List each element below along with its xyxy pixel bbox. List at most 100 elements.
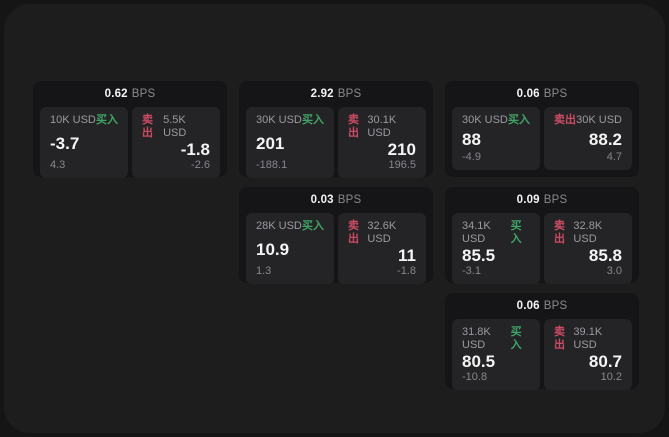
spread-value: 0.03: [310, 194, 334, 206]
sell-tile[interactable]: 卖出 39.1K USD 80.7 10.2: [544, 319, 632, 390]
spread-value: 0.06: [516, 300, 540, 312]
buy-label: 买入: [302, 114, 324, 126]
sell-amount: 5.5K USD: [163, 114, 187, 139]
quote-card-body: 10K USD 买入 -3.7 4.3 卖出 5.5K USD -1.8 -2.…: [33, 107, 227, 185]
spread-value: 0.06: [516, 88, 540, 100]
buy-tile[interactable]: 30K USD 买入 201 -188.1: [246, 107, 334, 178]
buy-tile-top: 31.8K USD 买入: [462, 326, 530, 352]
sell-amount: 30.1K USD: [367, 114, 397, 139]
quote-card-grid: 0.62 BPS 10K USD 买入 -3.7 4.3 卖出 5.5K USD: [33, 81, 639, 390]
spread-header: 2.92 BPS: [239, 81, 433, 107]
spread-unit: BPS: [337, 194, 362, 206]
spread-header: 0.62 BPS: [33, 81, 227, 107]
buy-sub-value: -188.1: [256, 159, 288, 171]
sell-tile[interactable]: 卖出 30K USD 88.2 4.7: [544, 107, 632, 170]
buy-sub-value: -10.8: [462, 371, 488, 383]
buy-tile-top: 10K USD 买入: [50, 114, 118, 127]
buy-tile[interactable]: 34.1K USD 买入 85.5 -3.1: [452, 213, 540, 284]
sell-price: 85.8: [588, 246, 622, 265]
quote-card: 0.09 BPS 34.1K USD 买入 85.5 -3.1 卖出 32.8K…: [445, 187, 639, 284]
buy-label: 买入: [302, 220, 324, 232]
sell-tile-top: 卖出 30.1K USD: [348, 114, 416, 140]
buy-sub-value: 1.3: [256, 265, 272, 277]
buy-price: 201: [256, 133, 285, 153]
spread-unit: BPS: [543, 300, 568, 312]
spread-unit: BPS: [543, 194, 568, 206]
buy-price: 88: [462, 129, 481, 149]
buy-price: 80.5: [462, 352, 496, 371]
buy-sub-value: -3.1: [462, 265, 481, 277]
sell-sub-value: 196.5: [388, 159, 416, 171]
sell-price: 210: [387, 140, 416, 159]
sell-label: 卖出: [554, 220, 565, 245]
sell-sub-value: -2.6: [191, 159, 210, 171]
spread-value: 0.62: [104, 88, 128, 100]
sell-price: 88.2: [588, 129, 622, 149]
buy-sub-value: -4.9: [462, 151, 481, 163]
quote-card-body: 28K USD 买入 10.9 1.3 卖出 32.6K USD 11 -1.8: [239, 213, 433, 291]
sell-tile-top: 卖出 32.6K USD: [348, 220, 416, 246]
sell-sub-value: 4.7: [606, 151, 622, 163]
spread-header: 0.06 BPS: [445, 293, 639, 319]
sell-price: 80.7: [588, 352, 622, 371]
buy-tile-top: 30K USD 买入: [256, 114, 324, 127]
sell-tile-top: 卖出 30K USD: [554, 114, 622, 127]
spread-header: 0.09 BPS: [445, 187, 639, 213]
quote-card: 0.62 BPS 10K USD 买入 -3.7 4.3 卖出 5.5K USD: [33, 81, 227, 178]
sell-label: 卖出: [554, 326, 565, 351]
sell-tile-top: 卖出 39.1K USD: [554, 326, 622, 352]
buy-label: 买入: [510, 326, 522, 351]
buy-tile[interactable]: 10K USD 买入 -3.7 4.3: [40, 107, 128, 178]
sell-amount: 39.1K USD: [573, 326, 603, 351]
sell-price: 11: [398, 246, 416, 265]
buy-tile-top: 30K USD 买入: [462, 114, 530, 127]
buy-price: -3.7: [50, 133, 80, 153]
spread-value: 0.09: [516, 194, 540, 206]
spread-unit: BPS: [131, 88, 156, 100]
quote-card: 0.06 BPS 31.8K USD 买入 80.5 -10.8 卖出 39.1…: [445, 293, 639, 390]
buy-price: 85.5: [462, 246, 496, 265]
buy-amount: 10K USD: [50, 114, 96, 126]
buy-tile-top: 34.1K USD 买入: [462, 220, 530, 246]
buy-tile[interactable]: 31.8K USD 买入 80.5 -10.8: [452, 319, 540, 390]
sell-sub-value: 10.2: [600, 371, 622, 383]
buy-label: 买入: [510, 220, 522, 245]
buy-amount: 34.1K USD: [462, 220, 491, 245]
sell-tile[interactable]: 卖出 30.1K USD 210 196.5: [338, 107, 426, 178]
quote-card-body: 31.8K USD 买入 80.5 -10.8 卖出 39.1K USD 80.…: [445, 319, 639, 397]
sell-tile-top: 卖出 5.5K USD: [142, 114, 210, 140]
sell-price: -1.8: [180, 140, 210, 159]
quote-card: 2.92 BPS 30K USD 买入 201 -188.1 卖出 30.1K …: [239, 81, 433, 178]
buy-price: 10.9: [256, 239, 290, 259]
buy-label: 买入: [508, 114, 530, 126]
spread-header: 0.06 BPS: [445, 81, 639, 107]
sell-label: 卖出: [348, 114, 359, 139]
sell-tile[interactable]: 卖出 32.8K USD 85.8 3.0: [544, 213, 632, 284]
sell-amount: 32.6K USD: [367, 220, 397, 245]
buy-tile-top: 28K USD 买入: [256, 220, 324, 233]
sell-tile[interactable]: 卖出 5.5K USD -1.8 -2.6: [132, 107, 220, 178]
buy-amount: 28K USD: [256, 220, 302, 232]
sell-amount: 32.8K USD: [573, 220, 603, 245]
buy-amount: 31.8K USD: [462, 326, 491, 351]
quote-card-body: 30K USD 买入 88 -4.9 卖出 30K USD 88.2 4.7: [445, 107, 639, 177]
sell-tile[interactable]: 卖出 32.6K USD 11 -1.8: [338, 213, 426, 284]
spread-value: 2.92: [310, 88, 334, 100]
buy-amount: 30K USD: [256, 114, 302, 126]
sell-label: 卖出: [142, 114, 153, 139]
trading-panel: 0.62 BPS 10K USD 买入 -3.7 4.3 卖出 5.5K USD: [4, 4, 665, 433]
buy-sub-value: 4.3: [50, 159, 66, 171]
spread-unit: BPS: [337, 88, 362, 100]
quote-card: 0.03 BPS 28K USD 买入 10.9 1.3 卖出 32.6K US…: [239, 187, 433, 284]
sell-sub-value: 3.0: [606, 265, 622, 277]
sell-label: 卖出: [348, 220, 359, 245]
sell-amount: 30K USD: [576, 114, 622, 126]
buy-amount: 30K USD: [462, 114, 508, 126]
spread-header: 0.03 BPS: [239, 187, 433, 213]
sell-sub-value: -1.8: [397, 265, 416, 277]
buy-label: 买入: [96, 114, 118, 126]
quote-card-body: 34.1K USD 买入 85.5 -3.1 卖出 32.8K USD 85.8…: [445, 213, 639, 291]
spread-unit: BPS: [543, 88, 568, 100]
buy-tile[interactable]: 28K USD 买入 10.9 1.3: [246, 213, 334, 284]
buy-tile[interactable]: 30K USD 买入 88 -4.9: [452, 107, 540, 170]
